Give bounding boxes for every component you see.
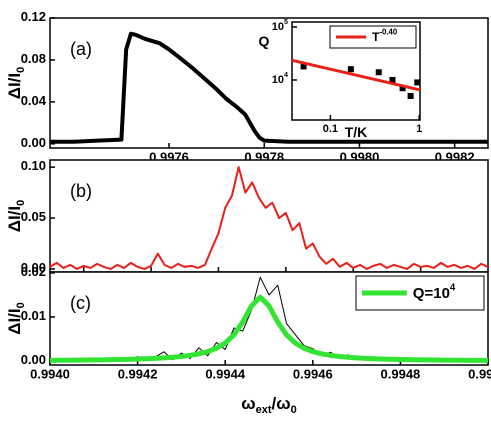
y-tick-label-part: 0.05 [21,209,46,224]
legend-label-part: Q=10 [413,285,450,302]
y-tick-label-part: 0.00 [21,135,46,150]
x-axis-label-part: 0 [291,404,297,416]
panel-label-part: (b) [70,181,92,201]
y-axis-label-part: ΔI/I [5,206,24,232]
y-tick-label: 0.00 [21,260,46,275]
x-tick-label-part: 0.9946 [293,367,333,382]
legend-label-part: T [372,30,380,44]
y-axis-label: ΔI/I0 [5,302,27,335]
legend-label: Q=104 [413,282,456,302]
x-axis-label-part: /ω [272,394,291,413]
x-tick-label: 0.9940 [30,367,70,382]
y-axis-label: ΔI/I0 [5,67,27,100]
legend-label-part: -0.40 [379,28,397,37]
y-tick-label: 0.05 [21,209,46,224]
y-axis-label: ΔI/I0 [5,200,27,233]
y-axis-label-part: ΔI/I [5,308,24,334]
panel-label: (c) [70,293,91,313]
data-line [49,294,489,363]
y-tick-label-part: 4 [284,71,288,79]
x-tick-label: 1 [416,123,422,135]
data-line [291,58,421,92]
data-point [389,76,396,83]
panel-label: (b) [70,181,92,201]
legend-label-part: 4 [450,282,456,293]
y-tick-label-part: 0.01 [21,308,46,323]
x-tick-label: 0.9948 [381,367,421,382]
panel-label-part: (c) [70,293,91,313]
y-tick-label: 0.00 [21,135,46,150]
y-axis-label-part: Q [259,33,270,49]
data-point [300,63,307,70]
x-axis-label: ωext/ω0 [241,394,297,416]
x-axis-label-part: ext [256,404,272,416]
y-tick-label: 104 [272,71,288,86]
x-tick-label: 0.1 [323,123,338,135]
y-tick-label-part: 0.12 [21,9,46,24]
y-tick-label: 0.02 [21,264,46,279]
plot-frame [49,159,489,273]
y-tick-label-part: 0.10 [21,159,46,174]
y-tick-label-part: 10 [272,21,284,33]
x-tick-label-part: 0.9948 [381,367,421,382]
data-point [414,79,421,86]
data-point [407,92,414,99]
y-axis-label-part: 0 [15,302,27,308]
y-tick-label: 0.04 [21,93,47,108]
x-tick-label: 0.9942 [118,367,158,382]
y-tick-label: 0.10 [21,159,46,174]
x-tick-label-part: 0.9944 [205,367,246,382]
x-tick-label: 0.9946 [293,367,333,382]
y-tick-label-part: 0.02 [21,264,46,279]
data-point [375,69,382,76]
x-tick-label-part: 1 [416,123,422,135]
y-tick-label-part: 0.08 [21,51,46,66]
data-point [399,85,406,92]
x-axis-label-part: ω [241,394,255,413]
x-axis-label: T/K [345,124,368,140]
x-tick-label: 0.9944 [205,367,246,382]
x-tick-label: 0.9950 [468,367,491,382]
y-tick-label-part: 0.00 [21,352,46,367]
data-line [50,31,488,144]
legend-label: T-0.40 [372,28,398,45]
x-axis-label-part: T/K [345,124,368,140]
y-tick-label: 0.08 [21,51,46,66]
y-tick-label-part: 10 [272,74,284,86]
y-axis-label-part: 0 [15,67,27,73]
y-tick-label: 0.01 [21,308,46,323]
x-tick-label-part: 0.9940 [30,367,70,382]
y-tick-label-part: 5 [284,18,288,26]
y-tick-label-part: 0.04 [21,93,47,108]
x-tick-label-part: 0.1 [323,123,338,135]
y-tick-label: 0.12 [21,9,46,24]
data-line [49,166,489,270]
y-axis-label-part: 0 [15,200,27,206]
y-tick-label-part: 0.00 [21,260,46,275]
y-axis-label-part: ΔI/I [5,73,24,99]
x-tick-label-part: 0.9942 [118,367,158,382]
panel-label: (a) [70,39,92,59]
legend-box [329,25,417,49]
y-tick-label: 105 [272,18,288,33]
y-tick-label: 0.00 [21,352,46,367]
x-tick-label-part: 0.9950 [468,367,491,382]
data-point [347,66,354,73]
y-axis-label: Q [259,33,270,49]
panel-label-part: (a) [70,39,92,59]
